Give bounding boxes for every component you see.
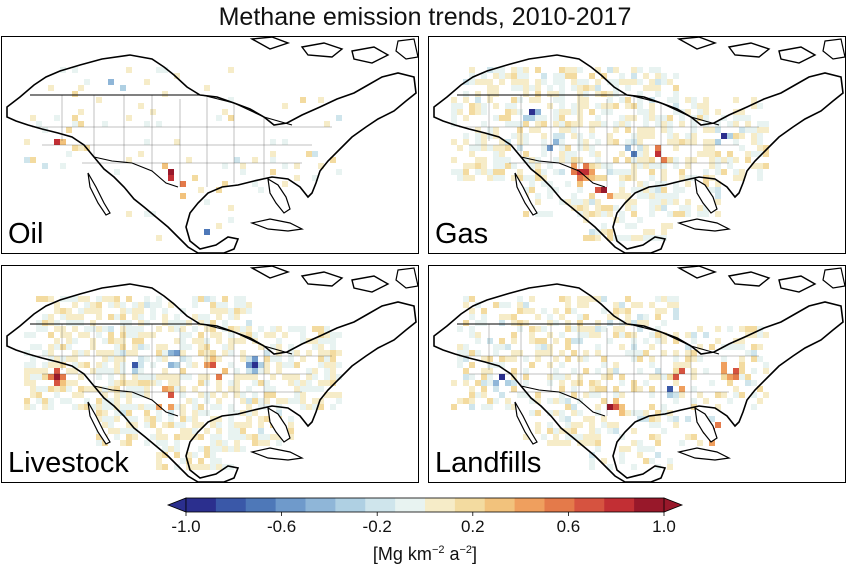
panel-label-landfills: Landfills	[435, 447, 542, 479]
colorbar: -1.0 -0.6 -0.2 0.2 0.6 1.0	[166, 497, 684, 536]
colorbar-swatch	[365, 498, 396, 512]
panel-label-gas: Gas	[435, 218, 489, 250]
unit-exponent-2: −2	[459, 544, 473, 556]
colorbar-tick-label: 1.0	[652, 517, 676, 536]
map-gas	[429, 37, 845, 253]
unit-prefix: [Mg km	[372, 544, 432, 564]
colorbar-tick-label: -1.0	[171, 517, 200, 536]
map-landfills	[429, 266, 845, 482]
colorbar-min-arrow	[166, 497, 187, 513]
colorbar-tick-label: -0.6	[267, 517, 296, 536]
colorbar-unit-label: [Mg km−2 a−2]	[0, 544, 850, 565]
colorbar-swatch	[275, 498, 306, 512]
colorbar-swatch	[544, 498, 575, 512]
map-panel-gas: Gas	[428, 36, 846, 254]
colorbar-swatch	[305, 498, 336, 512]
map-panel-landfills: Landfills	[428, 265, 846, 483]
colorbar-swatch	[454, 498, 486, 512]
colorbar-swatch	[514, 498, 545, 512]
unit-suffix: ]	[472, 544, 478, 564]
colorbar-swatch	[395, 498, 426, 512]
map-panel-livestock: Livestock	[1, 265, 419, 483]
colorbar-swatch	[484, 498, 516, 512]
colorbar-tick-label: 0.2	[461, 517, 485, 536]
map-livestock	[2, 266, 418, 482]
colorbar-swatch	[215, 498, 247, 512]
panel-label-oil: Oil	[8, 218, 44, 250]
colorbar-swatch	[425, 498, 456, 512]
colorbar-swatch	[186, 498, 217, 512]
colorbar-swatch	[634, 498, 665, 512]
map-oil	[2, 37, 418, 253]
map-panel-oil: Oil	[1, 36, 419, 254]
unit-mid: a	[444, 544, 460, 564]
figure-title: Methane emission trends, 2010-2017	[218, 3, 632, 31]
colorbar-swatch	[604, 498, 635, 512]
colorbar-max-arrow	[663, 497, 684, 513]
colorbar-tick-label: 0.6	[557, 517, 581, 536]
colorbar-swatch	[574, 498, 605, 512]
colorbar-swatch	[245, 498, 277, 512]
colorbar-tick-label: -0.2	[363, 517, 392, 536]
unit-exponent-1: −2	[431, 544, 445, 556]
panel-label-livestock: Livestock	[8, 447, 129, 479]
colorbar-swatch	[335, 498, 366, 512]
